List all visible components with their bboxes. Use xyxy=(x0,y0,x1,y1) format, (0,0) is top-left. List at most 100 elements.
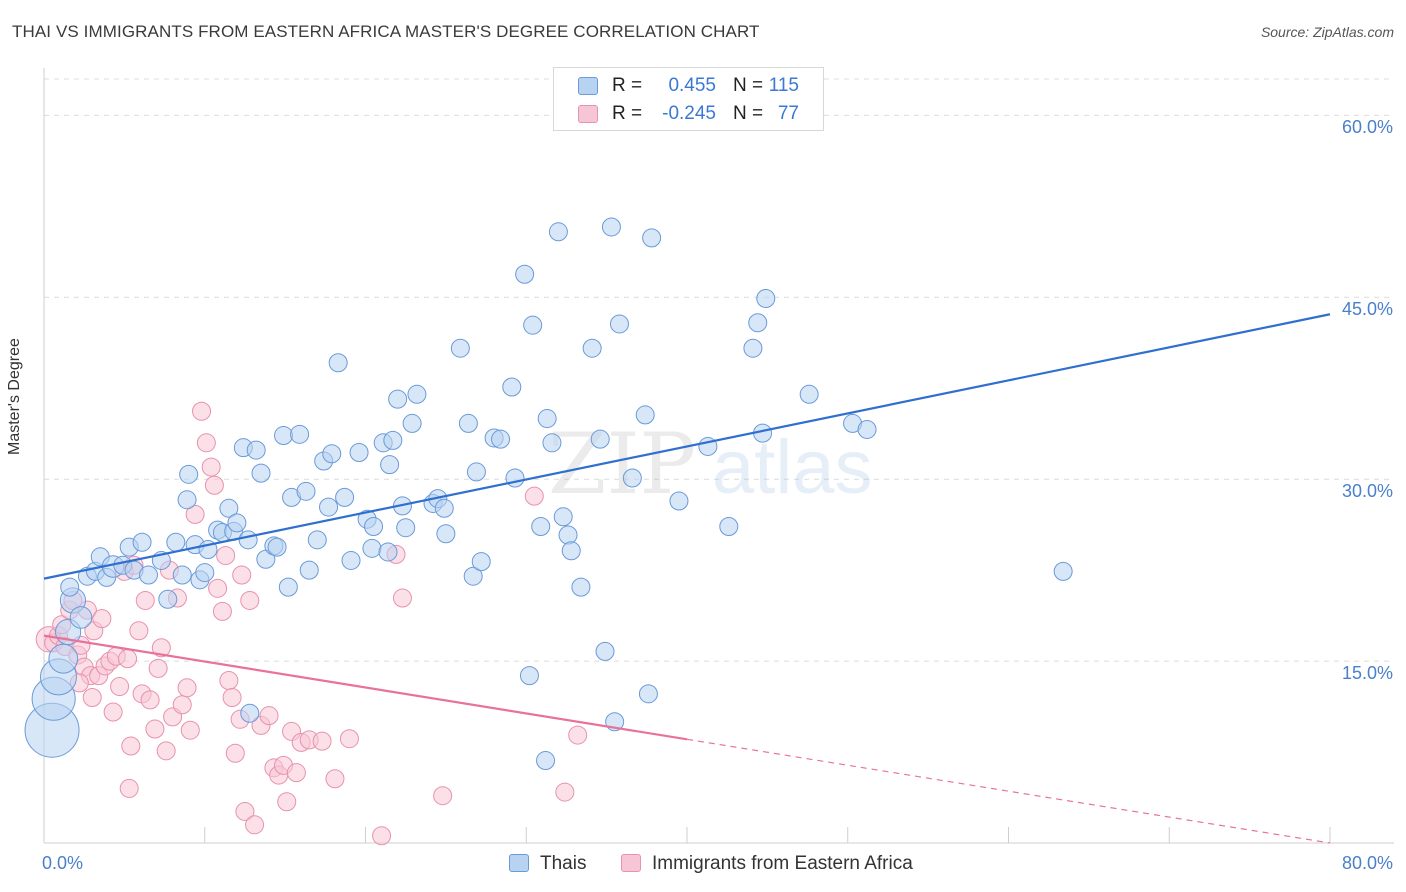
thais-point-40 xyxy=(274,426,294,446)
thais-point-72 xyxy=(466,462,486,482)
thais-point-45 xyxy=(299,560,319,580)
thais-point-56 xyxy=(364,516,384,536)
eastern-africa-point-48 xyxy=(222,687,242,707)
thais-point-79 xyxy=(523,315,543,335)
eastern-africa-point-41 xyxy=(196,433,216,453)
thais-point-53 xyxy=(349,443,369,463)
thais-point-64 xyxy=(407,384,427,404)
eastern-africa-point-72 xyxy=(524,486,544,506)
thais-point-50 xyxy=(328,353,348,373)
y-tick-label: 30.0% xyxy=(1341,481,1393,502)
eastern-africa-point-66 xyxy=(325,769,345,789)
thais-point-35 xyxy=(246,440,266,460)
eastern-africa-point-47 xyxy=(219,670,239,690)
stats-box: R = 0.455 N = 115 R = -0.245 N = 77 xyxy=(553,67,824,131)
thais-point-21 xyxy=(172,565,192,585)
eastern-africa-point-27 xyxy=(135,590,155,610)
series-thais-points xyxy=(24,217,1073,771)
eastern-africa-point-37 xyxy=(177,678,197,698)
eastern-africa-r-value: -0.245 xyxy=(662,103,716,124)
thais-point-48 xyxy=(319,497,339,517)
eastern-africa-point-32 xyxy=(156,741,176,761)
thais-point-101 xyxy=(743,338,763,358)
thais-point-26 xyxy=(195,563,215,583)
eastern-africa-point-38 xyxy=(180,720,200,740)
eastern-africa-point-28 xyxy=(140,690,160,710)
legend-eastern-africa-label: Immigrants from Eastern Africa xyxy=(652,853,913,874)
thais-point-86 xyxy=(561,541,581,561)
thais-point-22 xyxy=(177,490,197,510)
thais-point-44 xyxy=(296,481,316,501)
eastern-africa-point-51 xyxy=(232,565,252,585)
thais-point-93 xyxy=(609,314,629,334)
thais-point-87 xyxy=(571,577,591,597)
thais-swatch xyxy=(578,77,598,95)
eastern-africa-point-23 xyxy=(121,736,141,756)
eastern-africa-point-75 xyxy=(119,778,139,798)
thais-point-111 xyxy=(519,666,539,686)
thais-point-55 xyxy=(362,538,382,558)
eastern-africa-point-25 xyxy=(129,621,149,641)
thais-point-100 xyxy=(719,516,739,536)
thais-point-46 xyxy=(307,530,327,550)
eastern-africa-n-value: 77 xyxy=(777,103,799,124)
thais-point-112 xyxy=(240,703,260,723)
eastern-africa-point-73 xyxy=(555,782,575,802)
legend-thais-label: Thais xyxy=(540,853,587,874)
thais-point-98 xyxy=(669,491,689,511)
thais-point-67 xyxy=(434,498,454,518)
thais-point-104 xyxy=(756,288,776,308)
eastern-africa-point-18 xyxy=(103,702,123,722)
thais-point-32 xyxy=(227,513,247,533)
trend-lines xyxy=(43,313,1331,844)
thais-point-70 xyxy=(458,413,478,433)
eastern-africa-point-67 xyxy=(339,729,359,749)
thais-point-16 xyxy=(132,532,152,552)
eastern-africa-point-74 xyxy=(568,725,588,745)
thais-point-58 xyxy=(380,455,400,475)
eastern-africa-swatch xyxy=(578,105,598,123)
eastern-africa-point-52 xyxy=(235,801,255,821)
eastern-africa-point-46 xyxy=(216,546,236,566)
eastern-africa-point-68 xyxy=(372,826,392,846)
r-label: R = xyxy=(612,75,643,96)
thais-point-77 xyxy=(505,468,525,488)
thais-point-96 xyxy=(638,684,658,704)
eastern-africa-point-20 xyxy=(110,677,130,697)
series-eastern-africa-points xyxy=(35,401,588,846)
eastern-africa-point-49 xyxy=(225,743,245,763)
thais-point-69 xyxy=(450,338,470,358)
thais-point-110 xyxy=(536,751,556,771)
thais-point-78 xyxy=(515,264,535,284)
thais-point-51 xyxy=(335,487,355,507)
eastern-africa-point-29 xyxy=(145,719,165,739)
thais-point-17 xyxy=(138,565,158,585)
thais-point-23 xyxy=(179,464,199,484)
thais-point-109 xyxy=(378,542,398,562)
thais-point-34 xyxy=(238,530,258,550)
thais-point-107 xyxy=(857,419,877,439)
thais-point-88 xyxy=(582,338,602,358)
thais-point-94 xyxy=(622,468,642,488)
eastern-africa-point-62 xyxy=(286,763,306,783)
thais-point-84 xyxy=(553,507,573,527)
eastern-africa-point-15 xyxy=(92,609,112,629)
n-label: N = xyxy=(733,75,764,96)
thais-point-49 xyxy=(322,444,342,464)
eastern-africa-point-71 xyxy=(433,786,453,806)
legend-eastern-africa-swatch xyxy=(621,854,641,872)
y-tick-label: 60.0% xyxy=(1341,117,1393,138)
eastern-africa-point-31 xyxy=(151,638,171,658)
watermark-atlas: atlas xyxy=(712,425,873,510)
thais-r-value: 0.455 xyxy=(668,75,716,96)
eastern-africa-point-40 xyxy=(192,401,212,421)
eastern-africa-point-45 xyxy=(212,601,232,621)
thais-point-20 xyxy=(166,532,186,552)
thais-point-105 xyxy=(799,384,819,404)
thais-point-108 xyxy=(1053,561,1073,581)
eastern-africa-point-30 xyxy=(148,658,168,678)
thais-point-62 xyxy=(396,518,416,538)
eastern-africa-point-60 xyxy=(277,792,297,812)
thais-point-68 xyxy=(436,524,456,544)
thais-point-36 xyxy=(251,463,271,483)
